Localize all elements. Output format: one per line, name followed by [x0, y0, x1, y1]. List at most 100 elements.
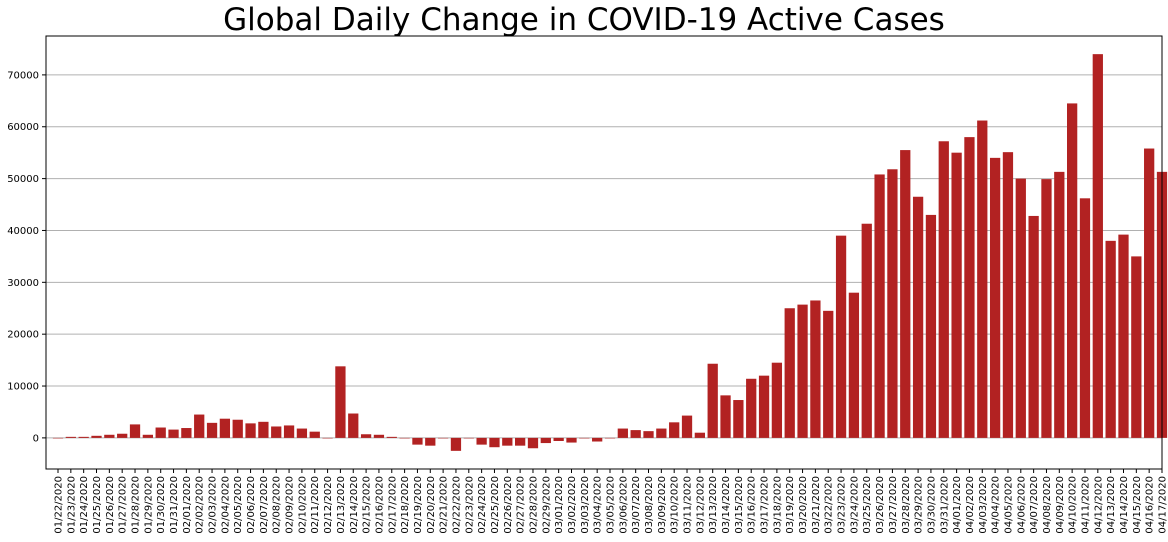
bar [1118, 234, 1129, 438]
bar [771, 362, 783, 438]
x-tick-label: 04/16/2020 [1145, 476, 1156, 534]
bar [1144, 148, 1155, 438]
bar [977, 120, 988, 438]
bar [219, 418, 231, 438]
bar [579, 437, 590, 439]
y-tick-label: 20000 [7, 330, 39, 341]
bar [964, 137, 975, 438]
x-tick-label: 02/07/2020 [259, 476, 270, 534]
bar [142, 434, 153, 438]
bar [1054, 171, 1065, 438]
x-tick-label: 03/27/2020 [888, 476, 899, 534]
x-tick-label: 01/23/2020 [66, 476, 77, 534]
bar [258, 421, 269, 438]
x-tick-label: 04/12/2020 [1093, 476, 1104, 534]
x-tick-label: 02/01/2020 [182, 476, 193, 534]
bar [117, 433, 128, 438]
bar [720, 395, 731, 438]
x-tick-label: 01/31/2020 [169, 476, 180, 534]
y-tick-label: 30000 [7, 278, 39, 289]
bar [592, 437, 603, 442]
bar [502, 437, 513, 446]
bar [1105, 240, 1116, 438]
bar [181, 428, 192, 438]
x-tick-label: 03/17/2020 [760, 476, 771, 534]
bar [1041, 179, 1052, 438]
plot-frame [45, 35, 1163, 470]
bar [617, 428, 628, 438]
bar [360, 434, 372, 438]
x-tick-label: 02/09/2020 [285, 476, 296, 534]
x-tick-label: 03/30/2020 [926, 476, 937, 534]
x-tick-label: 02/15/2020 [362, 476, 373, 534]
x-tick-label: 02/27/2020 [516, 476, 527, 534]
bar [784, 308, 795, 438]
bar [694, 432, 705, 438]
x-tick-label: 04/14/2020 [1119, 476, 1130, 534]
bar [797, 304, 808, 438]
bar [335, 366, 346, 438]
bar [206, 422, 218, 438]
x-tick-label: 03/03/2020 [580, 476, 591, 534]
x-tick-label: 02/06/2020 [246, 476, 257, 534]
bar [104, 434, 115, 438]
x-tick-label: 04/09/2020 [1055, 476, 1066, 534]
bar [129, 424, 141, 438]
x-tick-label: 01/27/2020 [118, 476, 129, 534]
x-tick-label: 04/17/2020 [1158, 476, 1168, 534]
bars [52, 54, 1168, 451]
x-tick-label: 02/08/2020 [272, 476, 283, 534]
bar [1131, 256, 1142, 438]
bar [912, 196, 924, 438]
x-tick-label: 01/29/2020 [143, 476, 154, 534]
bar [232, 419, 243, 438]
x-tick-label: 03/18/2020 [772, 476, 783, 534]
x-tick-label: 02/02/2020 [195, 476, 206, 534]
bar [925, 214, 937, 438]
bar [91, 435, 102, 438]
x-tick-label: 01/26/2020 [105, 476, 116, 534]
x-tick-label: 03/15/2020 [734, 476, 745, 534]
bar [386, 436, 397, 438]
x-tick-label: 03/16/2020 [747, 476, 758, 534]
bar [450, 437, 462, 451]
x-tick-label: 03/25/2020 [862, 476, 873, 534]
x-tick-label: 02/23/2020 [464, 476, 475, 534]
y-tick-label: 60000 [7, 122, 39, 133]
y-axis-ticks: 0 10000 20000 30000 40000 50000 60000 70000 [7, 70, 46, 444]
bar [373, 434, 385, 438]
x-tick-label: 02/18/2020 [400, 476, 411, 534]
x-tick-label: 04/15/2020 [1132, 476, 1143, 534]
y-tick-label: 50000 [7, 174, 39, 185]
x-tick-label: 03/09/2020 [657, 476, 668, 534]
bar [527, 437, 539, 449]
x-tick-label: 03/29/2020 [914, 476, 925, 534]
y-tick-label: 0 [33, 433, 39, 444]
bar [1067, 103, 1078, 438]
x-tick-label: 03/19/2020 [785, 476, 796, 534]
bar [425, 437, 436, 446]
x-tick-label: 04/01/2020 [952, 476, 963, 534]
x-tick-label: 02/14/2020 [349, 476, 360, 534]
x-tick-label: 01/22/2020 [54, 476, 65, 534]
x-tick-label: 04/10/2020 [1068, 476, 1079, 534]
x-tick-label: 02/13/2020 [336, 476, 347, 534]
x-tick-label: 04/11/2020 [1080, 476, 1091, 534]
bar [412, 437, 423, 445]
grid-lines [46, 74, 1162, 439]
x-tick-label: 02/03/2020 [208, 476, 219, 534]
bar [630, 430, 641, 438]
bar [296, 428, 308, 438]
x-tick-label: 02/12/2020 [323, 476, 334, 534]
bar [861, 223, 872, 438]
bar [65, 436, 76, 438]
bar [52, 437, 64, 439]
x-tick-label: 02/22/2020 [451, 476, 462, 534]
bar [746, 378, 757, 438]
bar [399, 437, 410, 439]
bar [643, 431, 654, 438]
bar [489, 437, 500, 448]
x-tick-label: 03/01/2020 [554, 476, 565, 534]
bar [681, 415, 693, 438]
